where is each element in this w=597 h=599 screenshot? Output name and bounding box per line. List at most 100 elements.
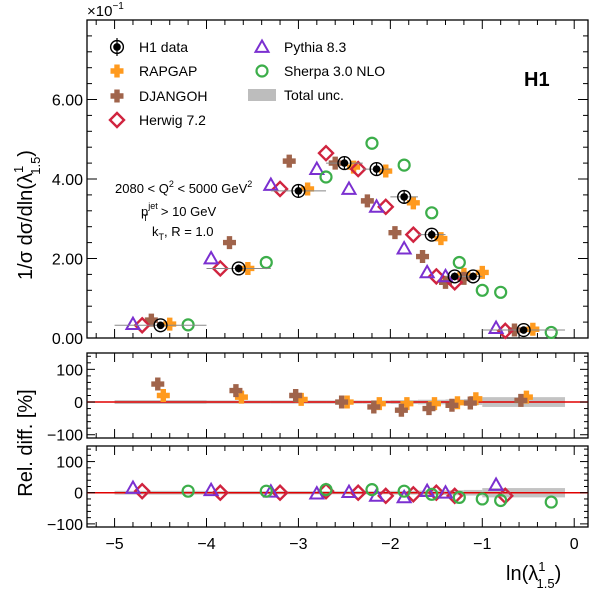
marker-diamond xyxy=(349,484,367,502)
marker-ring xyxy=(424,227,439,242)
marker-cross xyxy=(110,64,124,78)
ratio-point-herwig-7-2 xyxy=(377,487,395,505)
point-h1-data xyxy=(337,156,352,171)
ratio-point-djangoh xyxy=(229,384,243,398)
legend-h1-data-label: H1 data xyxy=(139,39,188,55)
point-sherpa-3-0-nlo xyxy=(475,283,489,297)
marker-dot xyxy=(294,187,303,195)
marker-dot xyxy=(450,272,459,281)
marker-cross xyxy=(144,313,158,327)
ratio-point-djangoh xyxy=(514,393,528,407)
marker-triangle xyxy=(340,180,358,195)
marker-circle xyxy=(181,484,195,498)
marker-circle xyxy=(255,64,269,78)
marker-dot xyxy=(234,264,243,273)
point-pythia-8-3 xyxy=(262,176,280,191)
ratio-point-rapgap xyxy=(156,389,170,402)
marker-cross xyxy=(163,317,177,331)
marker-circle xyxy=(475,492,489,506)
legend-total-unc-label: Total unc. xyxy=(284,87,344,103)
marker-cross xyxy=(294,392,308,406)
marker-triangle xyxy=(124,479,142,494)
ratio-point-sherpa-3-0-nlo xyxy=(425,487,439,501)
marker-triangle xyxy=(368,198,385,213)
point-pythia-8-3 xyxy=(395,240,413,255)
marker-dot xyxy=(113,43,121,51)
ratio-point-sherpa-3-0-nlo xyxy=(319,483,333,497)
marker-triangle xyxy=(308,160,326,175)
marker-cross xyxy=(422,402,436,416)
legend-pythia-8-3-marker xyxy=(253,38,271,53)
marker-cross xyxy=(151,377,165,391)
marker-circle xyxy=(475,283,489,297)
point-djangoh xyxy=(360,194,374,208)
marker-diamond xyxy=(108,111,126,129)
marker-diamond xyxy=(349,160,367,178)
legend-herwig-7-2-marker xyxy=(108,111,126,129)
y-tick-label: 2.00 xyxy=(52,252,83,269)
marker-triangle xyxy=(487,319,505,334)
legend-total-unc-swatch xyxy=(248,89,276,101)
marker-circle xyxy=(365,483,379,497)
point-pythia-8-3 xyxy=(368,198,385,213)
x-tick-label: −4 xyxy=(197,536,215,553)
point-h1-data xyxy=(397,189,412,204)
ratio-point-sherpa-3-0-nlo xyxy=(475,492,489,506)
ratio-y-tick-label: 0 xyxy=(74,486,83,503)
ratio-point-djangoh xyxy=(151,377,165,391)
point-djangoh xyxy=(222,236,236,250)
ratio-point-djangoh xyxy=(445,398,459,412)
marker-triangle xyxy=(340,483,358,498)
legend-rapgap-marker xyxy=(110,64,124,78)
marker-triangle xyxy=(487,476,505,491)
exponent-power: −1 xyxy=(112,1,124,12)
ratio-point-rapgap xyxy=(469,392,483,406)
marker-ring xyxy=(466,269,481,284)
marker-circle xyxy=(397,484,411,498)
marker-cross xyxy=(388,226,402,240)
point-djangoh xyxy=(282,154,296,168)
marker-circle xyxy=(259,484,273,498)
annotation-kt: kT, R = 1.0 xyxy=(152,224,214,242)
marker-circle xyxy=(319,170,333,184)
legend-djangoh-label: DJANGOH xyxy=(139,88,207,104)
ratio-point-djangoh xyxy=(463,396,477,410)
point-sherpa-3-0-nlo xyxy=(319,170,333,184)
marker-dot xyxy=(156,321,165,330)
marker-circle xyxy=(425,487,439,501)
marker-cross xyxy=(234,390,248,404)
marker-cross xyxy=(427,397,441,411)
marker-cross xyxy=(289,389,303,402)
point-sherpa-3-0-nlo xyxy=(365,136,379,150)
point-sherpa-3-0-nlo xyxy=(494,285,508,299)
marker-cross xyxy=(110,89,124,103)
marker-diamond xyxy=(427,484,446,502)
point-h1-data xyxy=(291,183,306,199)
point-sherpa-3-0-nlo xyxy=(259,255,273,270)
ratio-point-sherpa-3-0-nlo xyxy=(452,490,466,505)
exponent-base: ×10 xyxy=(87,3,112,20)
marker-diamond xyxy=(404,225,423,244)
marker-cross xyxy=(360,194,374,208)
marker-cross xyxy=(156,389,170,402)
legend-herwig-7-2-label: Herwig 7.2 xyxy=(139,112,206,128)
legend-djangoh-marker xyxy=(110,89,124,103)
ratio-point-djangoh xyxy=(335,395,349,409)
marker-circle xyxy=(397,158,411,172)
marker-cross xyxy=(445,398,459,412)
marker-cross xyxy=(463,396,477,410)
marker-cross xyxy=(335,395,349,409)
marker-cross xyxy=(526,322,540,336)
marker-dot xyxy=(519,326,528,334)
ratio-point-pythia-8-3 xyxy=(124,479,142,494)
point-herwig-7-2 xyxy=(317,144,335,162)
point-pythia-8-3 xyxy=(308,160,326,175)
x-tick-label: −1 xyxy=(473,536,491,553)
marker-cross xyxy=(282,154,296,168)
marker-ring xyxy=(337,156,352,171)
point-djangoh xyxy=(388,226,402,240)
marker-ring xyxy=(109,39,125,55)
point-herwig-7-2 xyxy=(377,198,395,216)
